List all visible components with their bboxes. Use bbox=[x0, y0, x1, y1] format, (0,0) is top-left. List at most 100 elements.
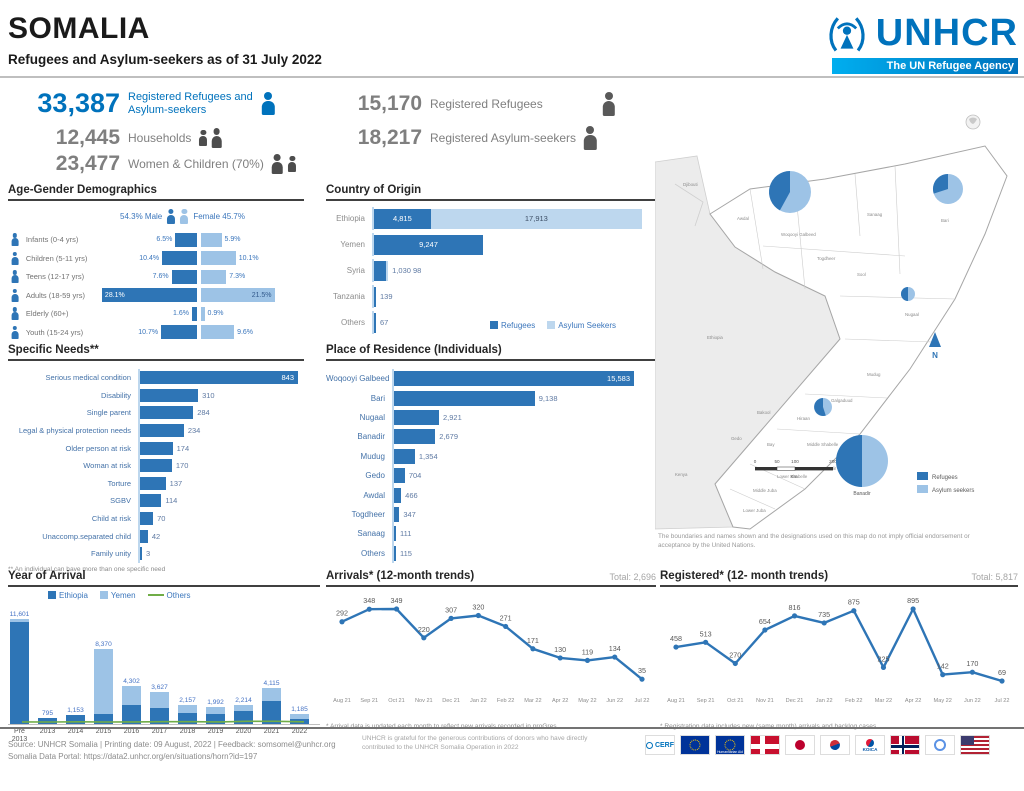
arrivals_trend-svg: 292 Aug 21 348 Sep 21 349 Oct 21 220 Nov 21 307 D… bbox=[333, 596, 649, 704]
section-title: Arrivals* (12-month trends) bbox=[326, 570, 475, 582]
data-point bbox=[584, 657, 591, 664]
x-axis-label: Jun 22 bbox=[964, 698, 981, 704]
donor-logos: CERF Humanitarian Aid KOICA bbox=[645, 735, 990, 755]
category-label: Sanaag bbox=[357, 529, 385, 539]
data-portal-link[interactable]: Somalia Data Portal: https://data2.unhcr… bbox=[8, 752, 258, 761]
female-bar-zone: 5.9% bbox=[201, 232, 304, 247]
scale-bar: 0 50 100 200 Km bbox=[754, 459, 838, 479]
region-label-sanaag: Sanaag bbox=[867, 212, 883, 217]
needs-row: Disability 310 bbox=[8, 386, 304, 405]
x-axis-label: Feb 22 bbox=[497, 698, 514, 704]
region-labels: Djibouti Ethiopia Kenya Awdal Woqooyi Galbee… bbox=[675, 182, 949, 513]
point-value-label: 35 bbox=[638, 666, 646, 675]
section-title: Country of Origin bbox=[326, 184, 422, 196]
korea-flag bbox=[820, 735, 850, 755]
residence-row: Awdal 466 bbox=[326, 485, 656, 505]
yemen-segment bbox=[234, 704, 253, 712]
needs-row: Child at risk 70 bbox=[8, 509, 304, 528]
year-axis-label: 2021 bbox=[263, 728, 280, 735]
trend-line bbox=[341, 607, 643, 681]
point-value-label: 69 bbox=[998, 668, 1006, 677]
point-value-label: 654 bbox=[759, 617, 771, 626]
section-title: Year of Arrival bbox=[8, 570, 86, 582]
section-title: Specific Needs** bbox=[8, 344, 99, 356]
residence-row: Others 115 bbox=[326, 543, 656, 563]
value-bar: 843 bbox=[140, 371, 298, 385]
svg-text:200: 200 bbox=[829, 459, 837, 464]
age-gender-pyramid-chart: Infants (0-4 yrs) 6.5% 5.9% Children (5-11 … bbox=[8, 231, 304, 342]
year-axis-label: 2017 bbox=[151, 728, 168, 735]
point-value-label: 171 bbox=[527, 636, 539, 645]
x-axis-label: Aug 21 bbox=[333, 698, 351, 704]
x-axis-label: Sep 21 bbox=[360, 698, 378, 704]
value-bar bbox=[140, 441, 173, 455]
data-point bbox=[673, 644, 679, 650]
region-label-kenya: Kenya bbox=[675, 472, 688, 477]
value-bar: 4,815 bbox=[374, 208, 431, 229]
bar-track: 115 bbox=[392, 543, 656, 563]
elderly-icon bbox=[8, 307, 22, 320]
legend-ethiopia: Ethiopia bbox=[48, 591, 88, 600]
value-bar bbox=[394, 526, 396, 542]
somalia-map: Djibouti Ethiopia Kenya Awdal Woqooyi Galbee… bbox=[654, 84, 1024, 530]
year-total-label: 2,157 bbox=[179, 697, 196, 705]
ethiopia-segment bbox=[122, 705, 141, 725]
value-bar bbox=[374, 286, 376, 307]
bar-track: 9,247 bbox=[372, 233, 656, 256]
bar-track: 1,030 98 bbox=[372, 259, 656, 282]
yemen-segment bbox=[206, 706, 225, 714]
point-value-label: 513 bbox=[700, 629, 712, 638]
needs-row: Serious medical condition 843 bbox=[8, 369, 304, 387]
section-year-of-arrival: Year of Arrival Ethiopia Yemen Others 11… bbox=[8, 570, 320, 744]
data-point bbox=[999, 678, 1005, 684]
male-icon bbox=[167, 209, 175, 225]
female-bar-zone: 7.3% bbox=[201, 269, 304, 284]
male-bar bbox=[161, 325, 198, 340]
female-value: 0.9% bbox=[207, 310, 224, 318]
source-info: Source: UNHCR Somalia | Printing date: 0… bbox=[8, 739, 336, 763]
women-children-value: 23,477 bbox=[55, 152, 120, 175]
male-bar-zone: 10.4% bbox=[101, 251, 198, 266]
x-axis-label: Apr 22 bbox=[905, 698, 921, 704]
bar-track: 15,583 bbox=[392, 369, 656, 389]
svg-text:Km: Km bbox=[791, 474, 798, 479]
male-bar bbox=[162, 251, 198, 266]
map-disclaimer: The boundaries and names shown and the d… bbox=[658, 533, 970, 549]
residence-row: Mudug 1,354 bbox=[326, 446, 656, 466]
refugees-swatch-icon bbox=[489, 321, 498, 329]
origin-row: Yemen 9,247 bbox=[326, 233, 656, 256]
bar-value-label: 2,679 bbox=[439, 432, 459, 442]
point-value-label: 735 bbox=[818, 610, 830, 619]
yemen-segment bbox=[122, 685, 141, 706]
point-value-label: 292 bbox=[336, 609, 348, 618]
section-title: Registered* (12- month trends) bbox=[660, 570, 829, 582]
woman-icon bbox=[272, 154, 283, 174]
person-icon bbox=[584, 126, 596, 150]
x-axis-label: May 22 bbox=[934, 698, 952, 704]
asylum-seekers-value: 18,217 bbox=[357, 126, 422, 149]
yemen-segment bbox=[66, 714, 85, 716]
key-figure-women-children: 23,477 Women & Children (70%) bbox=[20, 152, 296, 176]
point-value-label: 170 bbox=[966, 659, 978, 668]
point-value-label: 225 bbox=[877, 654, 889, 663]
category-label: Child at risk bbox=[91, 514, 131, 524]
residence-row: Woqooyi Galbeed 15,583 bbox=[326, 369, 656, 389]
needs-row: Older person at risk 174 bbox=[8, 439, 304, 457]
residence-row: Bari 9,138 bbox=[326, 388, 656, 408]
point-value-label: 816 bbox=[789, 603, 801, 612]
data-point bbox=[475, 612, 481, 619]
arrivals-footnote: * Arrival data is updated each month to … bbox=[326, 723, 559, 730]
year-legend: Ethiopia Yemen Others bbox=[48, 591, 320, 600]
data-point bbox=[880, 664, 887, 670]
male-bar-zone: 7.6% bbox=[101, 269, 198, 284]
bar-track: 111 bbox=[392, 524, 656, 544]
value-bar bbox=[140, 512, 154, 526]
svg-text:0: 0 bbox=[754, 459, 757, 464]
specific-needs-chart: Serious medical condition 843 Disability 31… bbox=[8, 369, 304, 563]
bar-track: 137 bbox=[138, 474, 304, 493]
bar-value-label: 67 bbox=[380, 318, 389, 327]
bar-track: 347 bbox=[392, 504, 656, 525]
bar-value-label: 843 bbox=[281, 373, 294, 383]
data-point bbox=[732, 660, 738, 667]
point-value-label: 895 bbox=[907, 596, 919, 605]
